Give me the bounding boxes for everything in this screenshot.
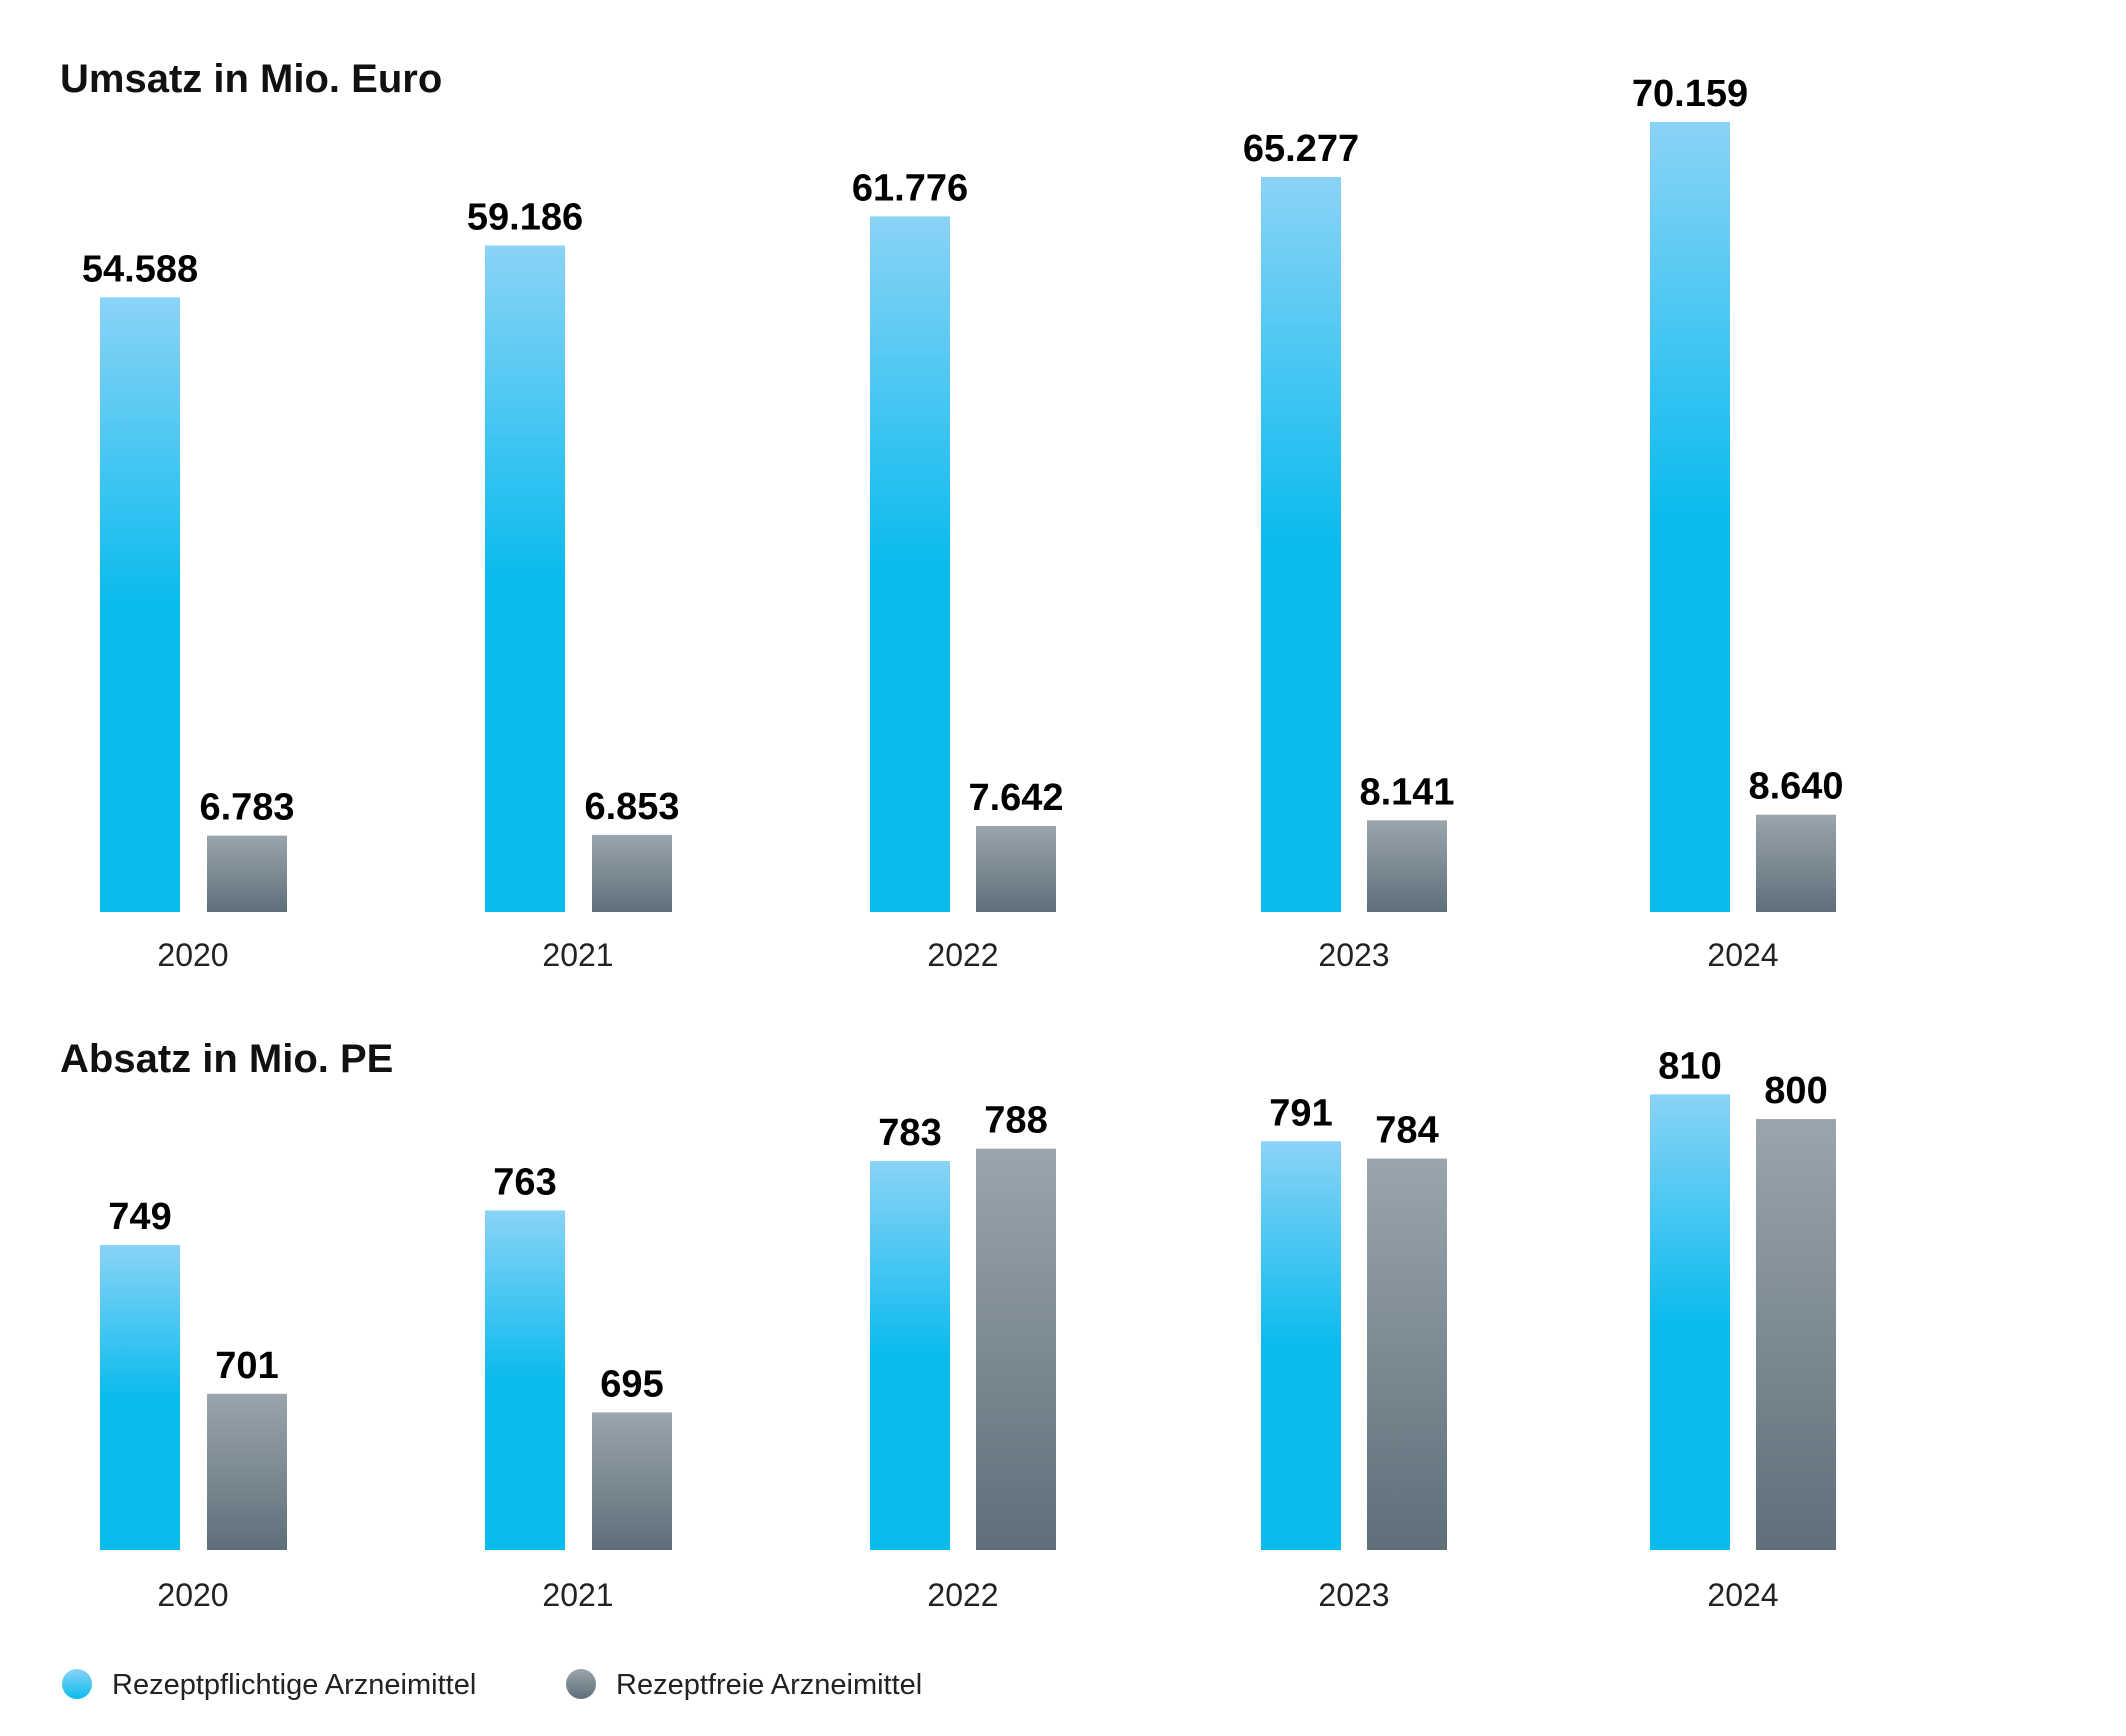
- chart-title-absatz: Absatz in Mio. PE: [60, 1037, 393, 1081]
- x-tick-label-2024: 2024: [1707, 937, 1778, 973]
- bar-rx-2024: [1650, 1094, 1730, 1550]
- x-tick-label-2022: 2022: [927, 1577, 998, 1613]
- bar-otc-2021: [592, 1412, 672, 1550]
- data-label-otc-2020: 6.783: [199, 787, 294, 829]
- bar-otc-2023: [1367, 820, 1447, 912]
- x-tick-label-2022: 2022: [927, 937, 998, 973]
- data-label-otc-2020: 701: [215, 1345, 278, 1387]
- bar-otc-2020: [207, 835, 287, 912]
- data-label-rx-2021: 59.186: [467, 197, 583, 239]
- data-label-rx-2023: 791: [1269, 1092, 1332, 1134]
- data-label-rx-2020: 54.588: [82, 248, 198, 290]
- x-tick-label-2021: 2021: [542, 937, 613, 973]
- data-label-rx-2024: 70.159: [1632, 73, 1748, 115]
- data-label-otc-2022: 788: [984, 1100, 1047, 1142]
- x-tick-label-2023: 2023: [1318, 1577, 1389, 1613]
- x-tick-label-2020: 2020: [157, 1577, 228, 1613]
- bar-otc-2023: [1367, 1158, 1447, 1550]
- data-label-rx-2022: 61.776: [852, 167, 968, 209]
- bar-otc-2021: [592, 834, 672, 912]
- bar-rx-2023: [1261, 176, 1341, 912]
- bar-otc-2022: [976, 825, 1056, 912]
- data-label-rx-2024: 810: [1658, 1045, 1721, 1087]
- x-tick-label-2021: 2021: [542, 1577, 613, 1613]
- bar-otc-2024: [1756, 814, 1836, 912]
- x-tick-label-2023: 2023: [1318, 937, 1389, 973]
- legend: Rezeptpflichtige Arzneimittel Rezeptfrei…: [62, 1669, 922, 1701]
- data-label-rx-2022: 783: [878, 1112, 941, 1154]
- bar-rx-2022: [870, 1161, 950, 1550]
- bar-rx-2021: [485, 1210, 565, 1550]
- legend-rx-swatch: [62, 1669, 92, 1699]
- x-tick-label-2020: 2020: [157, 937, 228, 973]
- data-label-otc-2021: 6.853: [584, 786, 679, 828]
- data-label-otc-2023: 784: [1375, 1110, 1438, 1152]
- bar-rx-2024: [1650, 122, 1730, 912]
- bar-rx-2021: [485, 245, 565, 912]
- bar-rx-2022: [870, 216, 950, 912]
- legend-otc-swatch: [566, 1669, 596, 1699]
- legend-otc-label: Rezeptfreie Arzneimittel: [616, 1669, 922, 1701]
- data-label-otc-2023: 8.141: [1359, 771, 1454, 813]
- bar-rx-2020: [100, 1245, 180, 1550]
- data-label-rx-2023: 65.277: [1243, 128, 1359, 170]
- data-label-otc-2024: 800: [1764, 1070, 1827, 1112]
- bar-rx-2020: [100, 297, 180, 912]
- data-label-rx-2021: 763: [493, 1161, 556, 1203]
- data-label-otc-2021: 695: [600, 1363, 663, 1405]
- umsatz-chart: 54.588 59.186 61.776 65.277 70.159 6.783 6.853…: [82, 73, 1844, 973]
- data-label-rx-2020: 749: [108, 1196, 171, 1238]
- chart-title-umsatz: Umsatz in Mio. Euro: [60, 57, 442, 101]
- legend-rx-label: Rezeptpflichtige Arzneimittel: [112, 1669, 476, 1701]
- bar-otc-2024: [1756, 1119, 1836, 1550]
- x-tick-label-2024: 2024: [1707, 1577, 1778, 1613]
- data-label-otc-2022: 7.642: [968, 777, 1063, 819]
- bar-otc-2022: [976, 1148, 1056, 1550]
- bar-rx-2023: [1261, 1141, 1341, 1550]
- absatz-chart: 749 763 783 791 810 701 695 788 784 800 2020 2021 20…: [100, 1045, 1836, 1613]
- data-label-otc-2024: 8.640: [1748, 766, 1843, 808]
- bar-otc-2020: [207, 1393, 287, 1550]
